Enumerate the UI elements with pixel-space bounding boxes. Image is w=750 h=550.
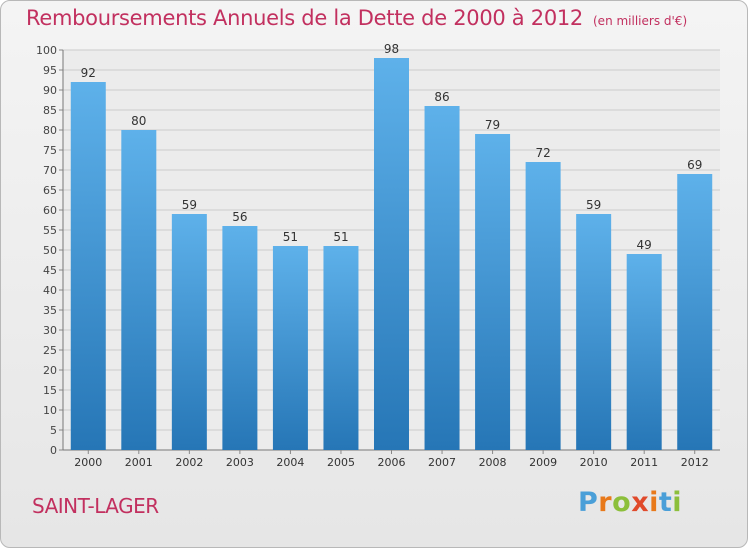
y-tick-label: 45 — [43, 264, 57, 277]
data-label: 59 — [586, 198, 601, 212]
y-tick-label: 100 — [36, 44, 57, 57]
bar — [525, 162, 561, 450]
unit-note: (en milliers d'€) — [593, 14, 688, 28]
y-tick-label: 85 — [43, 104, 57, 117]
y-tick-label: 15 — [43, 384, 57, 397]
bar — [171, 214, 207, 450]
x-tick-label: 2009 — [529, 456, 557, 469]
chart-title: Remboursements Annuels de la Dette de 20… — [26, 6, 687, 30]
x-tick-label: 2007 — [428, 456, 456, 469]
logo-letter: P — [578, 487, 599, 518]
bar — [424, 106, 460, 450]
y-tick-label: 90 — [43, 84, 57, 97]
bar — [70, 82, 106, 450]
data-label: 51 — [283, 230, 298, 244]
x-tick-label: 2003 — [226, 456, 254, 469]
y-tick-label: 30 — [43, 324, 57, 337]
x-tick-label: 2010 — [580, 456, 608, 469]
bar — [121, 130, 157, 450]
bar — [677, 174, 713, 450]
bar — [626, 254, 662, 450]
bar — [576, 214, 612, 450]
logo-letter: o — [612, 487, 632, 518]
logo-letter: i — [649, 487, 659, 518]
y-tick-label: 70 — [43, 164, 57, 177]
y-tick-label: 5 — [50, 424, 57, 437]
data-label: 80 — [131, 114, 146, 128]
y-tick-label: 60 — [43, 204, 57, 217]
bar — [475, 134, 511, 450]
logo-letter: r — [598, 487, 613, 518]
data-label: 72 — [535, 146, 550, 160]
y-tick-label: 10 — [43, 404, 57, 417]
data-label: 51 — [333, 230, 348, 244]
data-label: 69 — [687, 158, 702, 172]
data-label: 56 — [232, 210, 247, 224]
data-label: 92 — [81, 66, 96, 80]
chart-title-text: Remboursements Annuels de la Dette de 20… — [26, 6, 583, 30]
x-tick-label: 2004 — [276, 456, 304, 469]
bar — [272, 246, 308, 450]
logo-letter: t — [658, 487, 673, 518]
y-tick-label: 75 — [43, 144, 57, 157]
x-tick-label: 2008 — [479, 456, 507, 469]
x-tick-label: 2002 — [175, 456, 203, 469]
y-tick-label: 80 — [43, 124, 57, 137]
y-tick-label: 50 — [43, 244, 57, 257]
proxiti-logo[interactable]: Proxiti — [578, 487, 682, 518]
y-tick-label: 95 — [43, 64, 57, 77]
commune-name: SAINT-LAGER — [32, 494, 159, 518]
x-tick-label: 2000 — [74, 456, 102, 469]
y-tick-label: 20 — [43, 364, 57, 377]
data-label: 98 — [384, 42, 399, 56]
x-tick-label: 2005 — [327, 456, 355, 469]
x-tick-label: 2001 — [125, 456, 153, 469]
x-tick-label: 2012 — [681, 456, 709, 469]
y-tick-label: 55 — [43, 224, 57, 237]
y-tick-label: 35 — [43, 304, 57, 317]
logo-letter: x — [631, 487, 650, 518]
data-label: 49 — [637, 238, 652, 252]
bar — [222, 226, 258, 450]
y-tick-label: 0 — [50, 444, 57, 457]
x-tick-label: 2011 — [630, 456, 658, 469]
data-label: 79 — [485, 118, 500, 132]
bar — [323, 246, 359, 450]
data-label: 86 — [434, 90, 449, 104]
bar — [374, 58, 409, 450]
y-tick-label: 25 — [43, 344, 57, 357]
logo-letter: i — [672, 487, 683, 518]
x-tick-label: 2006 — [378, 456, 406, 469]
data-label: 59 — [182, 198, 197, 212]
y-tick-label: 65 — [43, 184, 57, 197]
y-tick-label: 40 — [43, 284, 57, 297]
